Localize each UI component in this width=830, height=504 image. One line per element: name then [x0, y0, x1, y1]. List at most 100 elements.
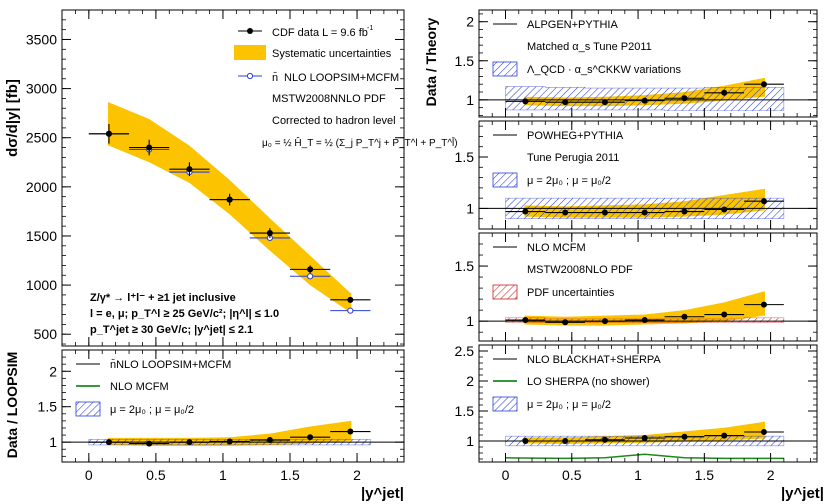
legend-cdf-label: CDF data L = 9.6 fb: [272, 27, 368, 39]
mcfm-data-point: [601, 318, 608, 325]
main-ylabel: dσ/d|y| [fb]: [4, 79, 21, 157]
blackhat-ytick-label: 1: [466, 433, 474, 449]
loopsim-data-point: [307, 434, 314, 441]
alpgen-legend-label-2: Matched α_s Tune P2011: [527, 41, 652, 53]
blackhat-data-point: [681, 433, 688, 440]
main-legend: CDF data L = 9.6 fb -1 Systematic uncertai…: [234, 25, 458, 149]
blackhat-legend-label-3: μ = 2μ₀ ; μ = μ₀/2: [527, 399, 611, 411]
legend-syst-swatch: [234, 45, 266, 60]
powheg-data-point: [681, 208, 688, 215]
powheg-ytick-label: 1: [466, 200, 474, 216]
annotation-lepton: l = e, μ; p_T^l ≥ 25 GeV/c²; |η^l| ≤ 1.0: [90, 308, 279, 320]
mcfm-data-point: [641, 317, 648, 324]
powheg-ytick-label: 1.5: [455, 149, 475, 165]
mcfm-data-point: [562, 319, 569, 326]
blackhat-xtick-label: 2: [767, 467, 775, 483]
loopsim-ytick-label: 2: [49, 363, 57, 379]
legend-cdf-sup: -1: [367, 25, 373, 32]
legend-theory-marker: [246, 72, 254, 80]
main-ytick-label: 1000: [26, 277, 57, 293]
blackhat-xtick-label: 1: [634, 467, 642, 483]
systematic-band: [107, 102, 352, 313]
mcfm-ytick-label: 1: [466, 313, 474, 329]
powheg-legend-label-3: μ = 2μ₀ ; μ = μ₀/2: [527, 175, 611, 187]
legend-cdf-marker: [247, 28, 253, 34]
powheg-data-point: [522, 208, 529, 215]
loopsim-data-point: [186, 439, 193, 446]
alpgen-frame: [478, 9, 818, 118]
blackhat-data-point: [641, 435, 648, 441]
loopsim-legend-label-1: n̄NLO LOOPSIM+MCFM: [110, 358, 231, 371]
loopsim-ylabel: Data / LOOPSIM: [4, 352, 20, 459]
alpgen-data-point: [760, 81, 767, 88]
legend-theory-label: NLO LOOPSIM+MCFM: [284, 72, 399, 84]
cdf-data-point: [226, 196, 233, 203]
legend-pdf-label: MSTW2008NNLO PDF: [272, 93, 386, 105]
blackhat-data-point: [601, 436, 608, 443]
powheg-frame: [478, 120, 818, 230]
alpgen-data-point: [681, 95, 688, 102]
loopsim-ytick-label: 1.5: [38, 399, 58, 415]
loopsim-data-point: [146, 440, 153, 447]
left-xlabel: |y^jet|: [361, 485, 404, 502]
main-ytick-label: 1500: [26, 228, 57, 244]
annotation-jet: p_T^jet ≥ 30 GeV/c; |y^jet| ≤ 2.1: [90, 324, 253, 336]
mcfm-legend: NLO MCFM MSTW2008NLO PDF PDF uncertainties: [492, 242, 633, 300]
powheg-legend-label-1: POWHEG+PYTHIA: [527, 130, 624, 142]
blackhat-data-point: [562, 438, 569, 444]
cdf-data-point: [347, 296, 354, 303]
alpgen-data-point: [562, 99, 569, 106]
loopsim-xtick-label: 1: [219, 467, 227, 483]
cdf-data-point: [266, 230, 273, 237]
alpgen-ytick-label: 1: [466, 92, 474, 108]
loopsim-data-point: [266, 437, 273, 444]
blackhat-ytick-label: 2.5: [455, 343, 475, 359]
annotation-process: Z/γ* → l⁺l⁻ + ≥1 jet inclusive: [90, 292, 236, 304]
main-ytick-label: 3000: [26, 81, 57, 97]
loopsim-legend: n̄NLO LOOPSIM+MCFM NLO MCFM μ = 2μ₀ ; μ = …: [75, 358, 231, 417]
main-ytick-label: 500: [34, 326, 58, 342]
blackhat-xtick-label: 1.5: [695, 467, 715, 483]
theory-point: [347, 307, 354, 314]
cdf-data-point: [146, 144, 153, 151]
mcfm-ytick-label: 1.5: [455, 258, 475, 274]
loopsim-legend-swatch: [75, 401, 101, 417]
theory-point: [307, 273, 314, 280]
blackhat-data-point: [721, 432, 728, 439]
powheg-data-point: [721, 206, 728, 213]
alpgen-ytick-label: 1.5: [455, 53, 475, 69]
blackhat-legend: NLO BLACKHAT+SHERPA LO SHERPA (no shower)…: [492, 354, 661, 412]
loopsim-xtick-label: 2: [353, 467, 361, 483]
main-ytick-label: 2500: [26, 130, 57, 146]
right-xlabel: |y^jet|: [781, 485, 824, 502]
loopsim-data-point: [105, 439, 112, 446]
mcfm-data-point: [522, 317, 529, 324]
main-frame: [61, 9, 405, 347]
cdf-data-point: [105, 130, 112, 137]
alpgen-data-point: [601, 99, 608, 106]
mcfm-legend-label-2: MSTW2008NLO PDF: [527, 264, 633, 276]
blackhat-legend-swatch: [492, 396, 518, 412]
loopsim-ytick-label: 1: [49, 434, 57, 450]
loopsim-xtick-label: 0: [85, 467, 93, 483]
legend-scale-label: μ₀ = ½ Ĥ_T = ½ (Σ_j P_T^j + P_T^l + P_T^…: [262, 136, 458, 149]
powheg-data-point: [562, 209, 569, 216]
blackhat-legend-label-2: LO SHERPA (no shower): [527, 376, 650, 388]
alpgen-data-point: [721, 89, 728, 96]
mcfm-data-point: [721, 311, 728, 318]
mcfm-legend-swatch: [492, 284, 518, 300]
alpgen-data-point: [641, 97, 648, 104]
mcfm-syst-band: [524, 291, 765, 326]
blackhat-xtick-label: 0.5: [562, 467, 582, 483]
powheg-legend: POWHEG+PYTHIA Tune Perugia 2011 μ = 2μ₀ ; …: [492, 130, 624, 188]
loopsim-data-point: [347, 428, 354, 435]
loopsim-legend-label-2: NLO MCFM: [110, 381, 169, 393]
loopsim-frame: [61, 349, 405, 463]
loopsim-data-point: [226, 438, 233, 445]
mcfm-data-point: [681, 313, 688, 320]
powheg-legend-label-2: Tune Perugia 2011: [527, 152, 619, 164]
legend-corrected-label: Corrected to hadron level: [272, 115, 396, 127]
alpgen-data-point: [522, 98, 529, 105]
loopsim-xtick-label: 1.5: [280, 467, 300, 483]
loopsim-legend-label-3: μ = 2μ₀ ; μ = μ₀/2: [110, 404, 194, 416]
